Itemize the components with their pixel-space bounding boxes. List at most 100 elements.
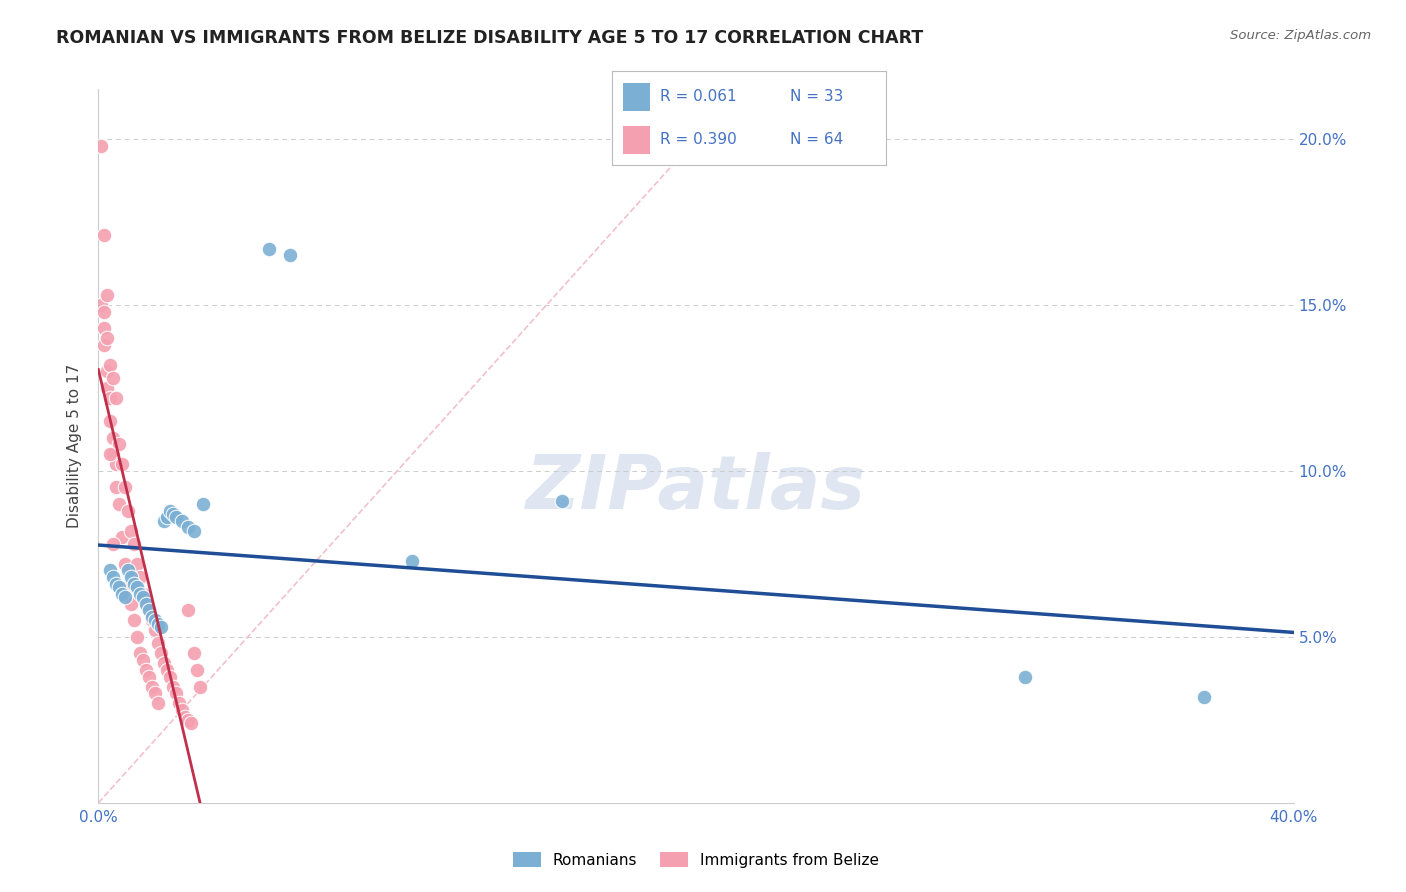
- Point: [98, 358, 122, 372]
- Point: [278, 248, 301, 262]
- Point: [159, 504, 181, 518]
- Point: [103, 431, 125, 445]
- Point: [129, 647, 152, 661]
- Text: ROMANIAN VS IMMIGRANTS FROM BELIZE DISABILITY AGE 5 TO 17 CORRELATION CHART: ROMANIAN VS IMMIGRANTS FROM BELIZE DISAB…: [56, 29, 924, 46]
- Point: [183, 524, 205, 538]
- Point: [98, 447, 122, 461]
- Point: [138, 603, 160, 617]
- Point: [138, 670, 160, 684]
- Point: [98, 564, 122, 578]
- Point: [135, 597, 157, 611]
- Point: [132, 653, 155, 667]
- Point: [117, 564, 139, 578]
- Point: [93, 228, 115, 243]
- Point: [124, 537, 146, 551]
- Point: [257, 242, 280, 256]
- Point: [93, 304, 115, 318]
- Point: [138, 603, 160, 617]
- Point: [103, 537, 125, 551]
- Point: [129, 570, 152, 584]
- Point: [162, 680, 184, 694]
- Point: [401, 553, 423, 567]
- Point: [108, 437, 131, 451]
- Point: [111, 457, 134, 471]
- Point: [93, 338, 115, 352]
- Point: [143, 686, 166, 700]
- Point: [148, 636, 170, 650]
- Point: [120, 597, 142, 611]
- Point: [172, 703, 194, 717]
- Point: [148, 616, 170, 631]
- Point: [159, 670, 181, 684]
- Point: [156, 663, 179, 677]
- Point: [183, 647, 205, 661]
- Point: [132, 587, 155, 601]
- FancyBboxPatch shape: [623, 126, 650, 153]
- Point: [150, 647, 173, 661]
- Point: [177, 520, 200, 534]
- Point: [1014, 670, 1036, 684]
- Point: [96, 381, 118, 395]
- Point: [90, 138, 112, 153]
- Point: [165, 510, 187, 524]
- Text: R = 0.061: R = 0.061: [659, 89, 737, 104]
- Legend: Romanians, Immigrants from Belize: Romanians, Immigrants from Belize: [508, 846, 884, 873]
- Point: [150, 620, 173, 634]
- Point: [180, 716, 202, 731]
- Point: [124, 613, 146, 627]
- Point: [117, 504, 139, 518]
- Point: [111, 587, 134, 601]
- Point: [120, 570, 142, 584]
- Point: [120, 524, 142, 538]
- Text: N = 33: N = 33: [790, 89, 844, 104]
- Point: [148, 696, 170, 710]
- Point: [124, 576, 146, 591]
- Point: [108, 497, 131, 511]
- Text: N = 64: N = 64: [790, 132, 844, 147]
- Point: [141, 613, 163, 627]
- Point: [90, 298, 112, 312]
- Point: [135, 663, 157, 677]
- Point: [96, 331, 118, 345]
- Point: [105, 481, 128, 495]
- Point: [114, 590, 136, 604]
- Point: [98, 414, 122, 428]
- Point: [103, 447, 125, 461]
- Point: [191, 497, 214, 511]
- Point: [105, 457, 128, 471]
- Point: [1192, 690, 1215, 704]
- Text: ZIPatlas: ZIPatlas: [526, 452, 866, 525]
- Y-axis label: Disability Age 5 to 17: Disability Age 5 to 17: [67, 364, 83, 528]
- Point: [127, 580, 149, 594]
- Point: [93, 321, 115, 335]
- Point: [550, 493, 572, 508]
- Point: [167, 696, 190, 710]
- Point: [105, 576, 128, 591]
- Point: [129, 587, 152, 601]
- Point: [174, 709, 197, 723]
- Point: [177, 713, 200, 727]
- Point: [162, 507, 184, 521]
- Point: [117, 580, 139, 594]
- Point: [96, 364, 118, 378]
- Point: [127, 630, 149, 644]
- Point: [103, 371, 125, 385]
- Text: R = 0.390: R = 0.390: [659, 132, 737, 147]
- Point: [108, 580, 131, 594]
- Point: [114, 557, 136, 571]
- Point: [114, 481, 136, 495]
- Text: Source: ZipAtlas.com: Source: ZipAtlas.com: [1230, 29, 1371, 42]
- Point: [156, 510, 179, 524]
- Point: [135, 597, 157, 611]
- Point: [96, 288, 118, 302]
- Point: [127, 557, 149, 571]
- Point: [186, 663, 208, 677]
- Point: [111, 530, 134, 544]
- Point: [132, 590, 155, 604]
- Point: [143, 624, 166, 638]
- Point: [105, 391, 128, 405]
- Point: [172, 514, 194, 528]
- Point: [153, 657, 176, 671]
- Point: [141, 610, 163, 624]
- FancyBboxPatch shape: [623, 83, 650, 111]
